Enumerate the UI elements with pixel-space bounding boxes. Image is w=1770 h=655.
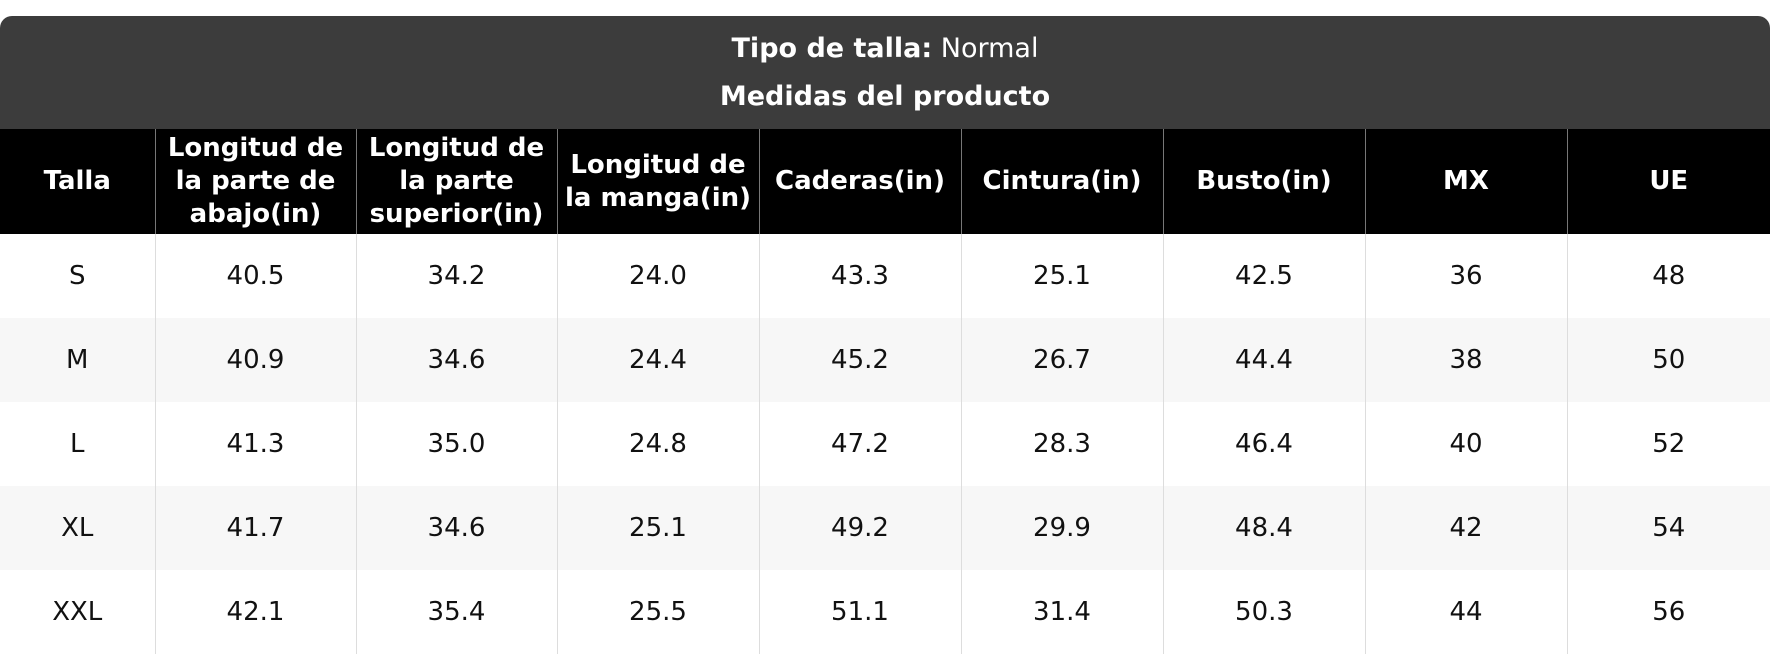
table-row: L 41.3 35.0 24.8 47.2 28.3 46.4 40 52 <box>0 402 1770 486</box>
table-cell: 34.6 <box>355 318 558 402</box>
table-cell: 25.1 <box>556 486 760 570</box>
table-cell: 45.2 <box>758 318 962 402</box>
column-header: UE <box>1566 129 1770 234</box>
table-cell: 25.5 <box>556 570 760 654</box>
table-cell: 52 <box>1566 402 1770 486</box>
table-cell: 44 <box>1364 570 1568 654</box>
table-cell: 46.4 <box>1162 402 1366 486</box>
column-header: Longitud de la parte superior(in) <box>355 129 558 234</box>
table-cell: 29.9 <box>960 486 1164 570</box>
column-header: Talla <box>0 129 156 234</box>
size-type: Tipo de talla: Normal <box>0 16 1770 72</box>
table-cell: 41.3 <box>154 402 357 486</box>
table-cell: 48.4 <box>1162 486 1366 570</box>
table-cell: 24.8 <box>556 402 760 486</box>
column-header: Longitud de la manga(in) <box>556 129 760 234</box>
table-cell: 24.4 <box>556 318 760 402</box>
table-cell: 40 <box>1364 402 1568 486</box>
table-cell: 50.3 <box>1162 570 1366 654</box>
table-cell: 43.3 <box>758 234 962 318</box>
table-cell: 54 <box>1566 486 1770 570</box>
table-row: S 40.5 34.2 24.0 43.3 25.1 42.5 36 48 <box>0 234 1770 318</box>
table-cell: 56 <box>1566 570 1770 654</box>
table-cell: 48 <box>1566 234 1770 318</box>
table-cell: L <box>0 402 156 486</box>
table-cell: M <box>0 318 156 402</box>
table-cell: 41.7 <box>154 486 357 570</box>
table-cell: 31.4 <box>960 570 1164 654</box>
table-cell: 42.5 <box>1162 234 1366 318</box>
table-cell: XL <box>0 486 156 570</box>
table-cell: 49.2 <box>758 486 962 570</box>
column-header: Busto(in) <box>1162 129 1366 234</box>
table-cell: 25.1 <box>960 234 1164 318</box>
measurements-table: Talla Longitud de la parte de abajo(in) Lo… <box>0 129 1770 654</box>
table-cell: 40.9 <box>154 318 357 402</box>
table-cell: 51.1 <box>758 570 962 654</box>
size-type-label: Tipo de talla: <box>731 33 933 64</box>
table-cell: 42 <box>1364 486 1568 570</box>
header-row: Talla Longitud de la parte de abajo(in) Lo… <box>0 129 1770 234</box>
column-header: Caderas(in) <box>758 129 962 234</box>
table-cell: 26.7 <box>960 318 1164 402</box>
size-type-value: Normal <box>940 33 1039 64</box>
table-row: M 40.9 34.6 24.4 45.2 26.7 44.4 38 50 <box>0 318 1770 402</box>
table-body: S 40.5 34.2 24.0 43.3 25.1 42.5 36 48 M 40.9 34.6 24… <box>0 234 1770 654</box>
column-header: Cintura(in) <box>960 129 1164 234</box>
table-row: XXL 42.1 35.4 25.5 51.1 31.4 50.3 44 56 <box>0 570 1770 654</box>
table-cell: 42.1 <box>154 570 357 654</box>
table-cell: 35.4 <box>355 570 558 654</box>
table-cell: 28.3 <box>960 402 1164 486</box>
table-cell: 35.0 <box>355 402 558 486</box>
table-cell: 44.4 <box>1162 318 1366 402</box>
table-cell: 38 <box>1364 318 1568 402</box>
table-cell: 24.0 <box>556 234 760 318</box>
table-cell: 34.6 <box>355 486 558 570</box>
table-cell: 34.2 <box>355 234 558 318</box>
table-cell: S <box>0 234 156 318</box>
table-cell: 36 <box>1364 234 1568 318</box>
table-cell: XXL <box>0 570 156 654</box>
subtitle: Medidas del producto <box>719 81 1051 112</box>
table-header: Tipo de talla: Normal Medidas del produc… <box>0 16 1770 129</box>
table-row: XL 41.7 34.6 25.1 49.2 29.9 48.4 42 54 <box>0 486 1770 570</box>
table-cell: 50 <box>1566 318 1770 402</box>
table-cell: 47.2 <box>758 402 962 486</box>
column-header: MX <box>1364 129 1568 234</box>
column-header: Longitud de la parte de abajo(in) <box>154 129 357 234</box>
size-chart: Tipo de talla: Normal Medidas del produc… <box>0 16 1770 654</box>
table-cell: 40.5 <box>154 234 357 318</box>
